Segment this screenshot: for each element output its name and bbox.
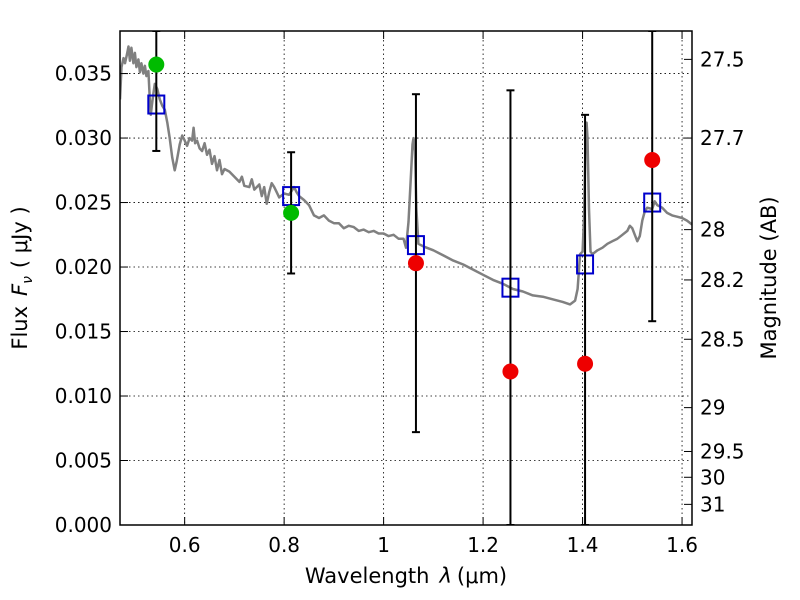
x-tick-label: 0.8 bbox=[268, 533, 300, 557]
y2-tick-label: 27.5 bbox=[700, 47, 745, 71]
x-tick-label: 1.4 bbox=[567, 533, 599, 557]
plot-frame bbox=[119, 30, 693, 526]
x-axis-title: Wavelength λ (μm) bbox=[305, 564, 507, 588]
y2-tick-label: 27.7 bbox=[700, 126, 745, 150]
x-tick-label: 1 bbox=[377, 533, 390, 557]
x-axis-symbol: λ bbox=[438, 564, 451, 588]
plot-area bbox=[120, 31, 692, 525]
y2-tick-label: 29 bbox=[700, 396, 725, 420]
y-axis-symbol: F bbox=[8, 283, 32, 296]
grid-lines bbox=[120, 31, 692, 526]
y-tick-label: 0.010 bbox=[55, 384, 112, 408]
low-snr-point bbox=[577, 355, 594, 372]
y-tick-label: 0.035 bbox=[55, 62, 112, 86]
y-axis-label: Flux bbox=[8, 306, 32, 350]
y-tick-label: 0.005 bbox=[55, 449, 112, 473]
y-tick-label: 0.030 bbox=[55, 126, 112, 150]
y-tick-label: 0.015 bbox=[55, 320, 112, 344]
y-tick-label: 0.025 bbox=[55, 191, 112, 215]
y-tick-label: 0.000 bbox=[55, 513, 112, 537]
low-snr-point bbox=[644, 151, 661, 168]
plot-series bbox=[120, 31, 692, 525]
low-snr-point bbox=[502, 363, 519, 380]
x-tick-label: 0.6 bbox=[169, 533, 201, 557]
y2-tick-label: 30 bbox=[700, 465, 725, 489]
y2-tick-label: 28 bbox=[700, 218, 725, 242]
y2-tick-label: 31 bbox=[700, 492, 725, 516]
axis-ticks: 0.6 0.8 1 1.2 1.4 1.6 0.000 0.005 0.010 0.015 0.02… bbox=[55, 31, 745, 557]
detection-point bbox=[148, 56, 165, 73]
low-snr-point bbox=[407, 255, 424, 272]
y-axis-title: Flux Fν ( μJy ) bbox=[8, 206, 36, 349]
model-sed-line bbox=[120, 45, 692, 306]
y2-axis-title: Magnitude (AB) bbox=[757, 196, 781, 359]
y-tick-label: 0.020 bbox=[55, 255, 112, 279]
y2-tick-label: 28.2 bbox=[700, 268, 745, 292]
x-tick-label: 1.2 bbox=[467, 533, 499, 557]
y2-tick-label: 29.5 bbox=[700, 439, 745, 463]
y-axis-subscript: ν bbox=[20, 276, 36, 284]
detection-point bbox=[283, 204, 300, 221]
x-tick-label: 1.6 bbox=[666, 533, 698, 557]
y-axis-unit: ( μJy ) bbox=[8, 206, 32, 268]
x-axis-label: Wavelength bbox=[305, 564, 430, 588]
y2-tick-label: 28.5 bbox=[700, 327, 745, 351]
x-axis-unit: (μm) bbox=[457, 564, 507, 588]
